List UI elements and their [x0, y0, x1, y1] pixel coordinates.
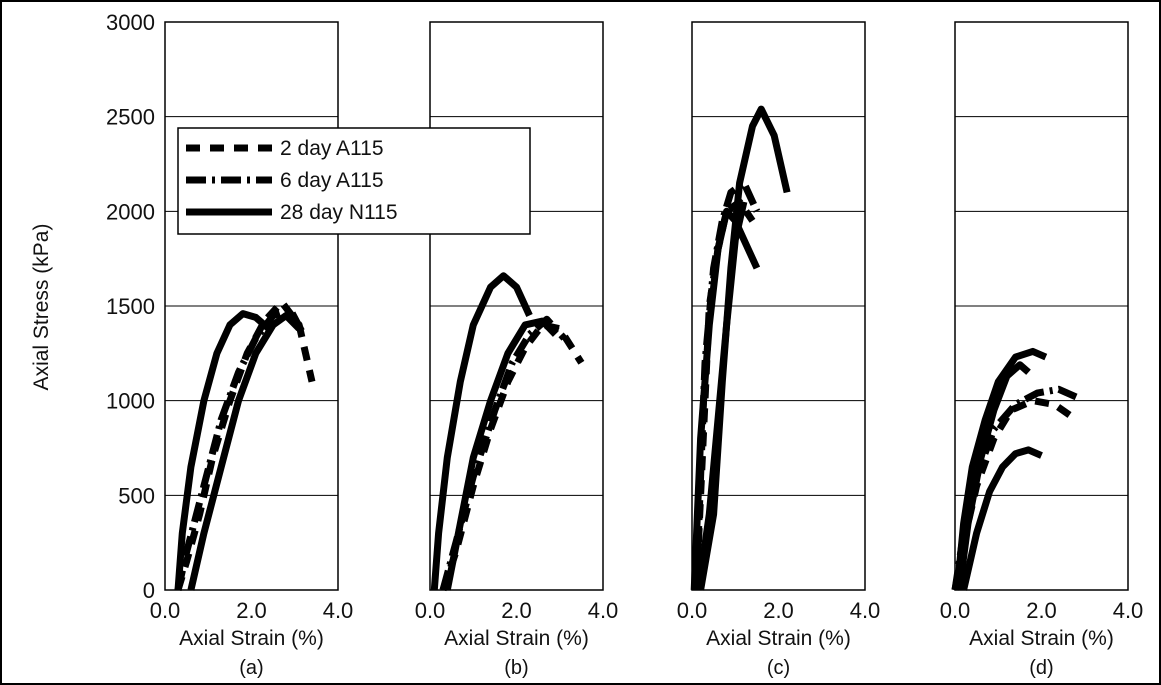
- series-line-dashdot: [951, 385, 1078, 591]
- y-tick-label: 1500: [106, 294, 155, 319]
- y-axis-label: Axial Stress (kPa): [30, 224, 53, 391]
- panel-label: (a): [239, 657, 263, 679]
- series-line-solid: [430, 272, 533, 591]
- series-line-solid: [443, 317, 558, 591]
- panels: 0 500 1000 1500 2000 2500 3000 0.0 2.0 4.0 Axial S…: [106, 10, 1143, 679]
- x-axis-label: Axial Strain (%): [706, 627, 851, 650]
- y-tick-label: 2000: [106, 199, 155, 224]
- x-tick-label: 0.0: [150, 598, 181, 623]
- series-line-dashdot: [174, 306, 307, 591]
- y-tick-label: 2500: [106, 105, 155, 130]
- series-line-solid: [953, 347, 1048, 591]
- x-tick-label: 4.0: [323, 598, 354, 623]
- panel-label: (c): [767, 657, 790, 679]
- series-line-solid: [955, 361, 1031, 591]
- legend-label-2day: 2 day A115: [280, 137, 384, 160]
- series-line-solid: [187, 312, 302, 591]
- x-tick-label: 2.0: [1026, 598, 1057, 623]
- y-tick-label: 0: [143, 578, 155, 603]
- x-axis-label: Axial Strain (%): [444, 627, 589, 650]
- y-tick-label: 3000: [106, 10, 155, 35]
- x-tick-label: 4.0: [588, 598, 619, 623]
- x-tick-label: 2.0: [763, 598, 794, 623]
- series-line-solid: [690, 207, 761, 591]
- panel-3: 0.0 2.0 4.0 Axial Strain (%) (c): [677, 21, 881, 679]
- x-tick-label: 2.0: [236, 598, 267, 623]
- panel-label: (d): [1029, 657, 1053, 679]
- y-tick-label: 500: [118, 483, 155, 508]
- x-tick-label: 0.0: [940, 598, 971, 623]
- x-axis-label: Axial Strain (%): [179, 627, 324, 650]
- x-tick-label: 0.0: [677, 598, 708, 623]
- series-line-solid: [960, 446, 1043, 591]
- panel-2: 0.0 2.0 4.0 Axial Strain (%) (b): [415, 21, 619, 679]
- x-tick-label: 0.0: [415, 598, 446, 623]
- x-tick-label: 2.0: [501, 598, 532, 623]
- legend: 2 day A115 6 day A115 28 day N115: [177, 127, 531, 235]
- panel-4: 0.0 2.0 4.0 Axial Strain (%) (d): [940, 21, 1144, 679]
- panel-label: (b): [504, 657, 528, 679]
- legend-label-28day: 28 day N115: [280, 201, 398, 224]
- x-tick-label: 4.0: [1113, 598, 1144, 623]
- series-line-solid: [174, 310, 272, 591]
- x-axis-label: Axial Strain (%): [969, 627, 1114, 650]
- legend-label-6day: 6 day A115: [280, 169, 384, 192]
- series-line-solid: [695, 201, 748, 591]
- x-tick-label: 4.0: [850, 598, 881, 623]
- y-tick-label: 1000: [106, 389, 155, 414]
